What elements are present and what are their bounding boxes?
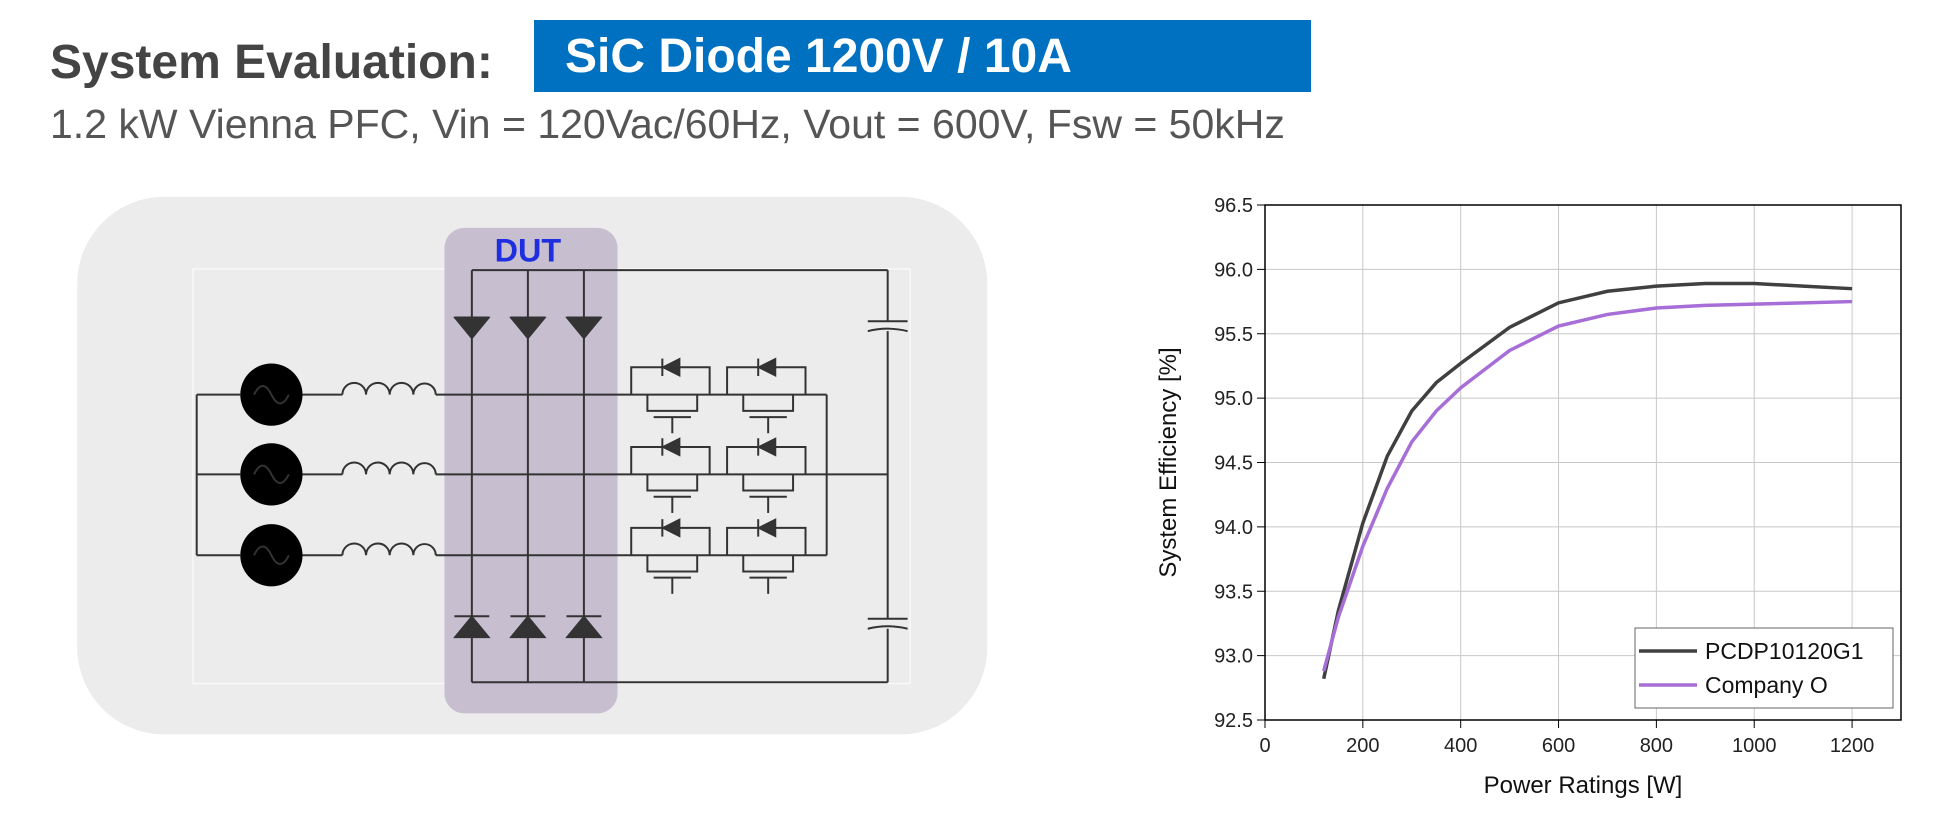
y-axis-label: System Efficiency [%] xyxy=(1155,347,1182,577)
circuit-diagram: DUT xyxy=(77,196,988,735)
legend-box xyxy=(1634,627,1894,709)
y-tick-label: 96.5 xyxy=(1214,195,1253,217)
y-tick-label: 94.5 xyxy=(1214,453,1253,475)
x-tick-label: 200 xyxy=(1346,735,1379,757)
y-tick-label: 95.5 xyxy=(1214,324,1253,346)
y-tick-label: 93.0 xyxy=(1214,646,1253,668)
x-tick-label: 400 xyxy=(1444,735,1477,757)
y-tick-label: 96.0 xyxy=(1214,259,1253,281)
y-tick-label: 92.5 xyxy=(1214,710,1253,732)
y-tick-label: 95.0 xyxy=(1214,388,1253,410)
highlight-box xyxy=(534,20,1311,92)
title: System Evaluation: xyxy=(50,36,493,89)
x-tick-label: 0 xyxy=(1259,735,1270,757)
legend-label: PCDP10120G1 xyxy=(1705,638,1864,664)
legend-label: Company O xyxy=(1705,672,1828,698)
highlight: SiC Diode 1200V / 10A xyxy=(565,30,1072,83)
x-tick-label: 1000 xyxy=(1732,735,1777,757)
subtitle: 1.2 kW Vienna PFC, Vin = 120Vac/60Hz, Vo… xyxy=(50,101,1285,147)
dut-label: DUT xyxy=(495,232,562,268)
series-line xyxy=(1322,299,1853,672)
x-tick-label: 1200 xyxy=(1830,735,1875,757)
y-tick-label: 94.0 xyxy=(1214,517,1253,539)
x-tick-label: 600 xyxy=(1542,735,1575,757)
series-line xyxy=(1321,281,1853,680)
x-axis-label: Power Ratings [W] xyxy=(1484,772,1683,799)
x-tick-label: 800 xyxy=(1640,735,1673,757)
plot-frame xyxy=(1264,204,1902,721)
y-tick-label: 93.5 xyxy=(1214,581,1253,603)
